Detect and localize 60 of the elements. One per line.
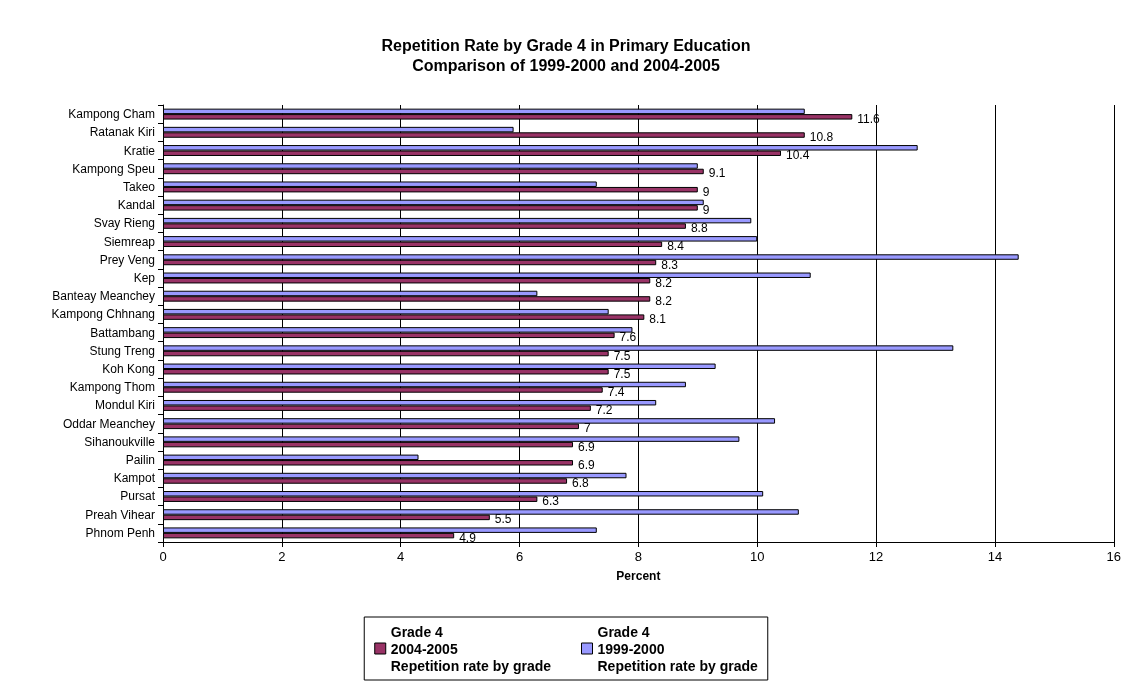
data-label: 8.2: [655, 275, 673, 290]
data-label: 10.4: [786, 148, 810, 163]
data-label: 8.8: [690, 221, 708, 236]
data-label: 6.9: [578, 439, 596, 454]
x-tick-label: 10: [750, 549, 765, 564]
data-label: 7.2: [595, 403, 613, 418]
x-tick-label: 2: [278, 549, 286, 564]
y-tick-label: Stung Treng: [89, 343, 155, 358]
y-tick-label: Pailin: [125, 453, 155, 468]
y-tick-label: Mondul Kiri: [94, 398, 155, 413]
x-axis-title: Percent: [616, 569, 661, 583]
data-label: 7.5: [613, 348, 631, 363]
y-tick-label: Kampong Thom: [69, 380, 155, 395]
y-tick-label: Oddar Meanchey: [62, 416, 155, 431]
data-label: 7.4: [607, 384, 625, 399]
y-tick-label: Kandal: [117, 198, 155, 213]
data-label: 4.9: [459, 530, 477, 545]
legend-label: Grade 4 1999-2000 Repetition rate by grade: [597, 623, 758, 674]
y-tick-label: Kampot: [113, 471, 156, 486]
data-label: 9.1: [708, 166, 726, 181]
y-tick-label: Siemreap: [103, 234, 156, 249]
data-label: 9: [702, 184, 710, 199]
y-tick-label: Sihanoukville: [84, 434, 156, 449]
data-label: 8.4: [667, 239, 685, 254]
y-tick-label: Ratanak Kiri: [89, 125, 155, 140]
data-label: 6.8: [572, 476, 590, 490]
x-tick-label: 0: [159, 549, 167, 564]
x-tick-label: 14: [987, 549, 1003, 564]
y-tick-label: Svay Rieng: [93, 216, 155, 231]
y-tick-label: Preah Vihear: [85, 507, 155, 522]
data-label: 10.8: [809, 130, 834, 145]
y-tick-label: Takeo: [122, 179, 156, 194]
legend-label: Grade 4 2004-2005 Repetition rate by grade: [390, 623, 552, 674]
data-label: 5.5: [494, 512, 512, 527]
y-tick-label: Koh Kong: [102, 362, 155, 377]
y-tick-label: Kampong Chhnang: [51, 307, 155, 322]
y-tick-label: Kampong Speu: [72, 161, 155, 176]
y-tick-label: Kratie: [123, 143, 156, 158]
chart-title: Repetition Rate by Grade 4 in Primary Education Comparison of 1999-2000 and 2004-2005: [381, 36, 751, 74]
data-label: 7.5: [613, 366, 631, 381]
x-tick-label: 8: [634, 549, 642, 564]
x-tick-label: 16: [1106, 549, 1121, 564]
y-tick-label: Prey Veng: [99, 252, 155, 267]
data-label: 7.6: [619, 330, 637, 345]
data-label: 8.2: [655, 293, 673, 308]
data-label: 8.1: [649, 312, 667, 327]
y-tick-label: Battambang: [90, 325, 155, 340]
data-label: 6.9: [578, 457, 596, 472]
y-tick-label: Pursat: [120, 489, 156, 504]
data-label: 7: [583, 421, 591, 436]
y-tick-label: Banteay Meanchey: [52, 289, 155, 304]
x-tick-label: 4: [397, 549, 405, 564]
y-tick-label: Phnom Penh: [85, 525, 155, 540]
x-tick-label: 12: [868, 549, 884, 564]
data-label: 8.3: [661, 257, 679, 272]
data-label: 6.3: [542, 494, 560, 509]
x-tick-label: 6: [515, 549, 524, 564]
y-tick-label: Kampong Cham: [68, 107, 155, 122]
data-label: 9: [702, 202, 710, 217]
y-tick-label: Kep: [133, 270, 156, 285]
